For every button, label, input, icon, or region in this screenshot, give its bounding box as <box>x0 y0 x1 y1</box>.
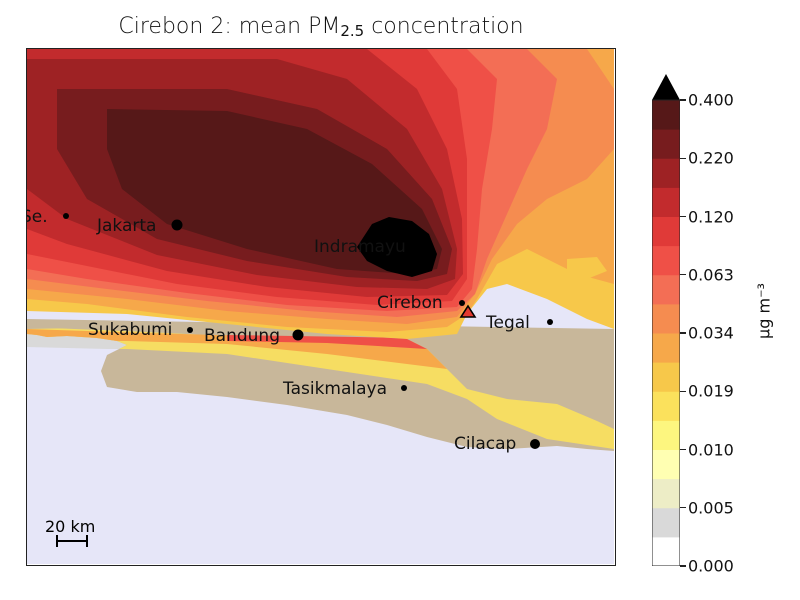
city-label: Se. <box>27 207 48 227</box>
city-dot <box>401 385 407 391</box>
colorbar-tick-label: 0.000 <box>688 556 734 576</box>
colorbar-tick-label: 0.063 <box>688 265 734 285</box>
scale-bar: 20 km <box>45 517 95 547</box>
city-label: Cilacap <box>454 434 516 454</box>
scale-bar-label: 20 km <box>45 517 95 536</box>
colorbar-tick-mark <box>680 157 686 159</box>
city-label: Cirebon <box>377 293 443 313</box>
city-dot <box>187 327 193 333</box>
colorbar-tick-mark <box>680 448 686 451</box>
city-label: Bandung <box>204 326 280 346</box>
colorbar-tick-mark <box>680 390 686 392</box>
source-triangle-marker <box>459 304 477 318</box>
colorbar-band <box>652 449 680 480</box>
city-dot <box>530 439 540 449</box>
city-dot <box>63 213 69 219</box>
colorbar-tick-label: 0.034 <box>688 323 734 343</box>
colorbar-tick-mark <box>680 274 686 276</box>
colorbar-tick-label: 0.400 <box>688 90 734 110</box>
map-title: Cirebon 2: mean PM2.5 concentration <box>118 14 524 40</box>
colorbar-tick-label: 0.005 <box>688 498 734 518</box>
colorbar-band <box>652 216 680 247</box>
colorbar-tick-label: 0.220 <box>688 148 734 168</box>
colorbar-tick-label: 0.120 <box>688 207 734 226</box>
colorbar-band <box>652 478 680 509</box>
colorbar-band <box>652 129 680 159</box>
colorbar-band <box>652 536 680 567</box>
colorbar-band <box>652 303 680 334</box>
colorbar-tick-mark <box>680 332 686 334</box>
colorbar-band <box>652 362 680 392</box>
city-label: Tasikmalaya <box>282 379 387 399</box>
colorbar-band <box>652 158 680 188</box>
colorbar-band <box>652 187 680 217</box>
city-label: Sukabumi <box>88 320 172 340</box>
colorbar-band <box>652 100 680 130</box>
city-dot <box>459 300 465 306</box>
city-label: Tegal <box>485 313 530 333</box>
city-dot <box>292 329 304 341</box>
colorbar-tick-mark <box>680 565 686 567</box>
city-dot <box>171 219 183 231</box>
colorbar-tick-mark <box>680 507 686 509</box>
colorbar-band <box>652 274 680 305</box>
colorbar-tick-mark <box>680 215 686 218</box>
colorbar-extend-arrow <box>652 74 680 100</box>
city-markers: Se. Jakarta Indramayu Cirebon Tegal Suka… <box>27 207 553 454</box>
colorbar <box>651 74 681 567</box>
colorbar-band <box>652 391 680 421</box>
land-area <box>27 319 614 451</box>
colorbar-band <box>652 245 680 276</box>
city-label: Jakarta <box>96 216 156 236</box>
colorbar-band <box>652 420 680 450</box>
colorbar-tick-mark <box>680 99 686 101</box>
city-dot <box>547 319 553 325</box>
pm25-concentration-map: Se. Jakarta Indramayu Cirebon Tegal Suka… <box>26 48 616 566</box>
colorbar-band <box>652 333 680 363</box>
colorbar-tick-label: 0.010 <box>688 440 734 459</box>
colorbar-tick-label: 0.019 <box>688 381 734 401</box>
colorbar-unit-label: μg m⁻³ <box>754 283 774 339</box>
city-label: Indramayu <box>314 237 406 257</box>
colorbar-band <box>652 507 680 538</box>
concentration-peak <box>357 217 437 277</box>
